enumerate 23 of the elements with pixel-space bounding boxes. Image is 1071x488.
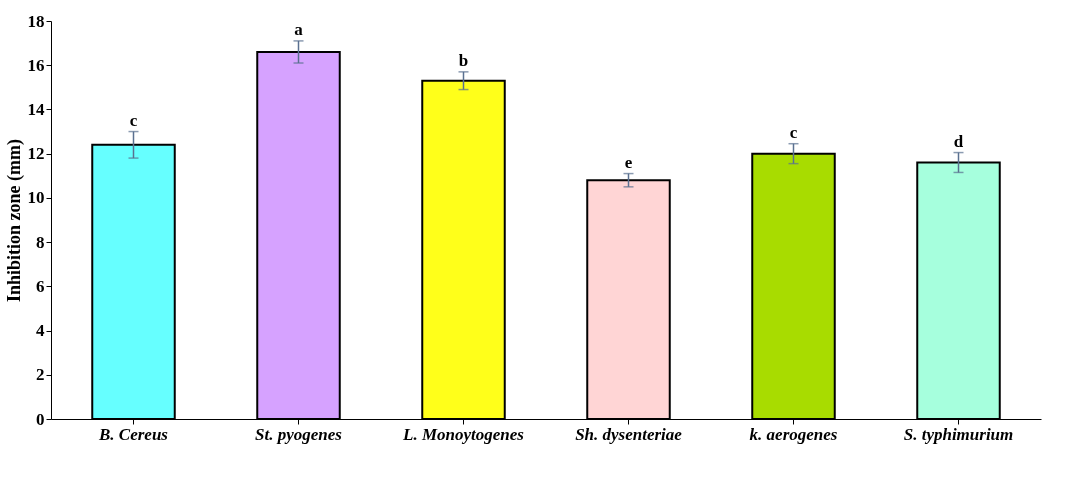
y-tick-label: 10 <box>27 188 45 208</box>
x-tick-label: Sh. dysenteriae <box>575 424 683 444</box>
y-tick-label: 4 <box>36 321 45 341</box>
annotation: d <box>953 131 964 151</box>
y-tick-label: 2 <box>36 365 45 385</box>
x-tick-label: B. Cereus <box>98 424 169 444</box>
annotation: e <box>624 152 633 172</box>
annotation: c <box>789 122 798 142</box>
y-tick-label: 18 <box>27 11 45 31</box>
x-tick-label: St. pyogenes <box>255 424 343 444</box>
y-axis-title: Inhibition zone (mm) <box>3 138 25 303</box>
y-tick-label: 14 <box>27 99 45 119</box>
annotation: a <box>294 19 304 39</box>
y-tick-label: 6 <box>36 276 45 296</box>
y-tick-label: 8 <box>36 232 45 252</box>
x-tick-label: S. typhimurium <box>903 424 1014 444</box>
y-tick-label: 16 <box>27 55 45 75</box>
x-tick-label: k. aerogenes <box>749 424 838 444</box>
annotation: b <box>458 50 469 70</box>
annotation: c <box>129 110 138 130</box>
y-tick-label: 0 <box>36 409 45 429</box>
y-tick-label: 12 <box>27 144 45 164</box>
x-tick-label: L. Monoytogenes <box>402 424 525 444</box>
